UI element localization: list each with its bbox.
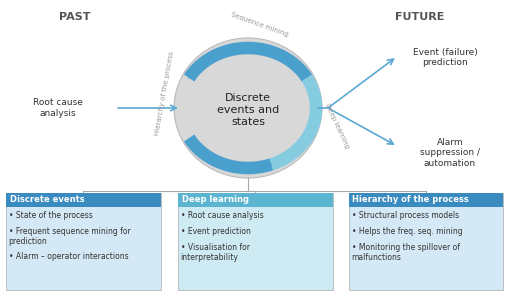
Text: Deep learning: Deep learning: [181, 196, 248, 205]
Text: Discrete
events and
states: Discrete events and states: [217, 93, 279, 126]
Ellipse shape: [174, 38, 322, 178]
Text: • Alarm – operator interactions: • Alarm – operator interactions: [9, 252, 128, 261]
Text: • Structural process models: • Structural process models: [352, 211, 459, 220]
Text: Deep learning: Deep learning: [324, 103, 350, 150]
Text: Hierarchy of the process: Hierarchy of the process: [353, 196, 469, 205]
Text: • Event prediction: • Event prediction: [180, 227, 250, 236]
Text: • Root cause analysis: • Root cause analysis: [180, 211, 263, 220]
Text: FUTURE: FUTURE: [396, 12, 445, 22]
Text: PAST: PAST: [59, 12, 91, 22]
Text: Event (failure)
prediction: Event (failure) prediction: [412, 48, 477, 67]
FancyBboxPatch shape: [177, 193, 333, 207]
FancyBboxPatch shape: [349, 193, 503, 207]
Text: Hierarchy of the process: Hierarchy of the process: [154, 50, 175, 136]
FancyBboxPatch shape: [177, 193, 333, 290]
Text: Root cause
analysis: Root cause analysis: [33, 98, 83, 118]
Text: Alarm
suppression /
automation: Alarm suppression / automation: [420, 138, 480, 168]
FancyBboxPatch shape: [349, 193, 503, 290]
Text: • State of the process: • State of the process: [9, 211, 92, 220]
FancyBboxPatch shape: [6, 193, 160, 290]
Text: • Frequent sequence mining for
prediction: • Frequent sequence mining for predictio…: [9, 227, 130, 246]
Text: • Helps the freq. seq. mining: • Helps the freq. seq. mining: [352, 227, 462, 236]
Text: Sequence mining: Sequence mining: [230, 12, 290, 38]
Text: • Visualisation for
interpretability: • Visualisation for interpretability: [180, 243, 249, 263]
Text: Discrete events: Discrete events: [10, 196, 84, 205]
Text: • Monitoring the spillover of
malfunctions: • Monitoring the spillover of malfunctio…: [352, 243, 459, 263]
FancyBboxPatch shape: [6, 193, 160, 207]
